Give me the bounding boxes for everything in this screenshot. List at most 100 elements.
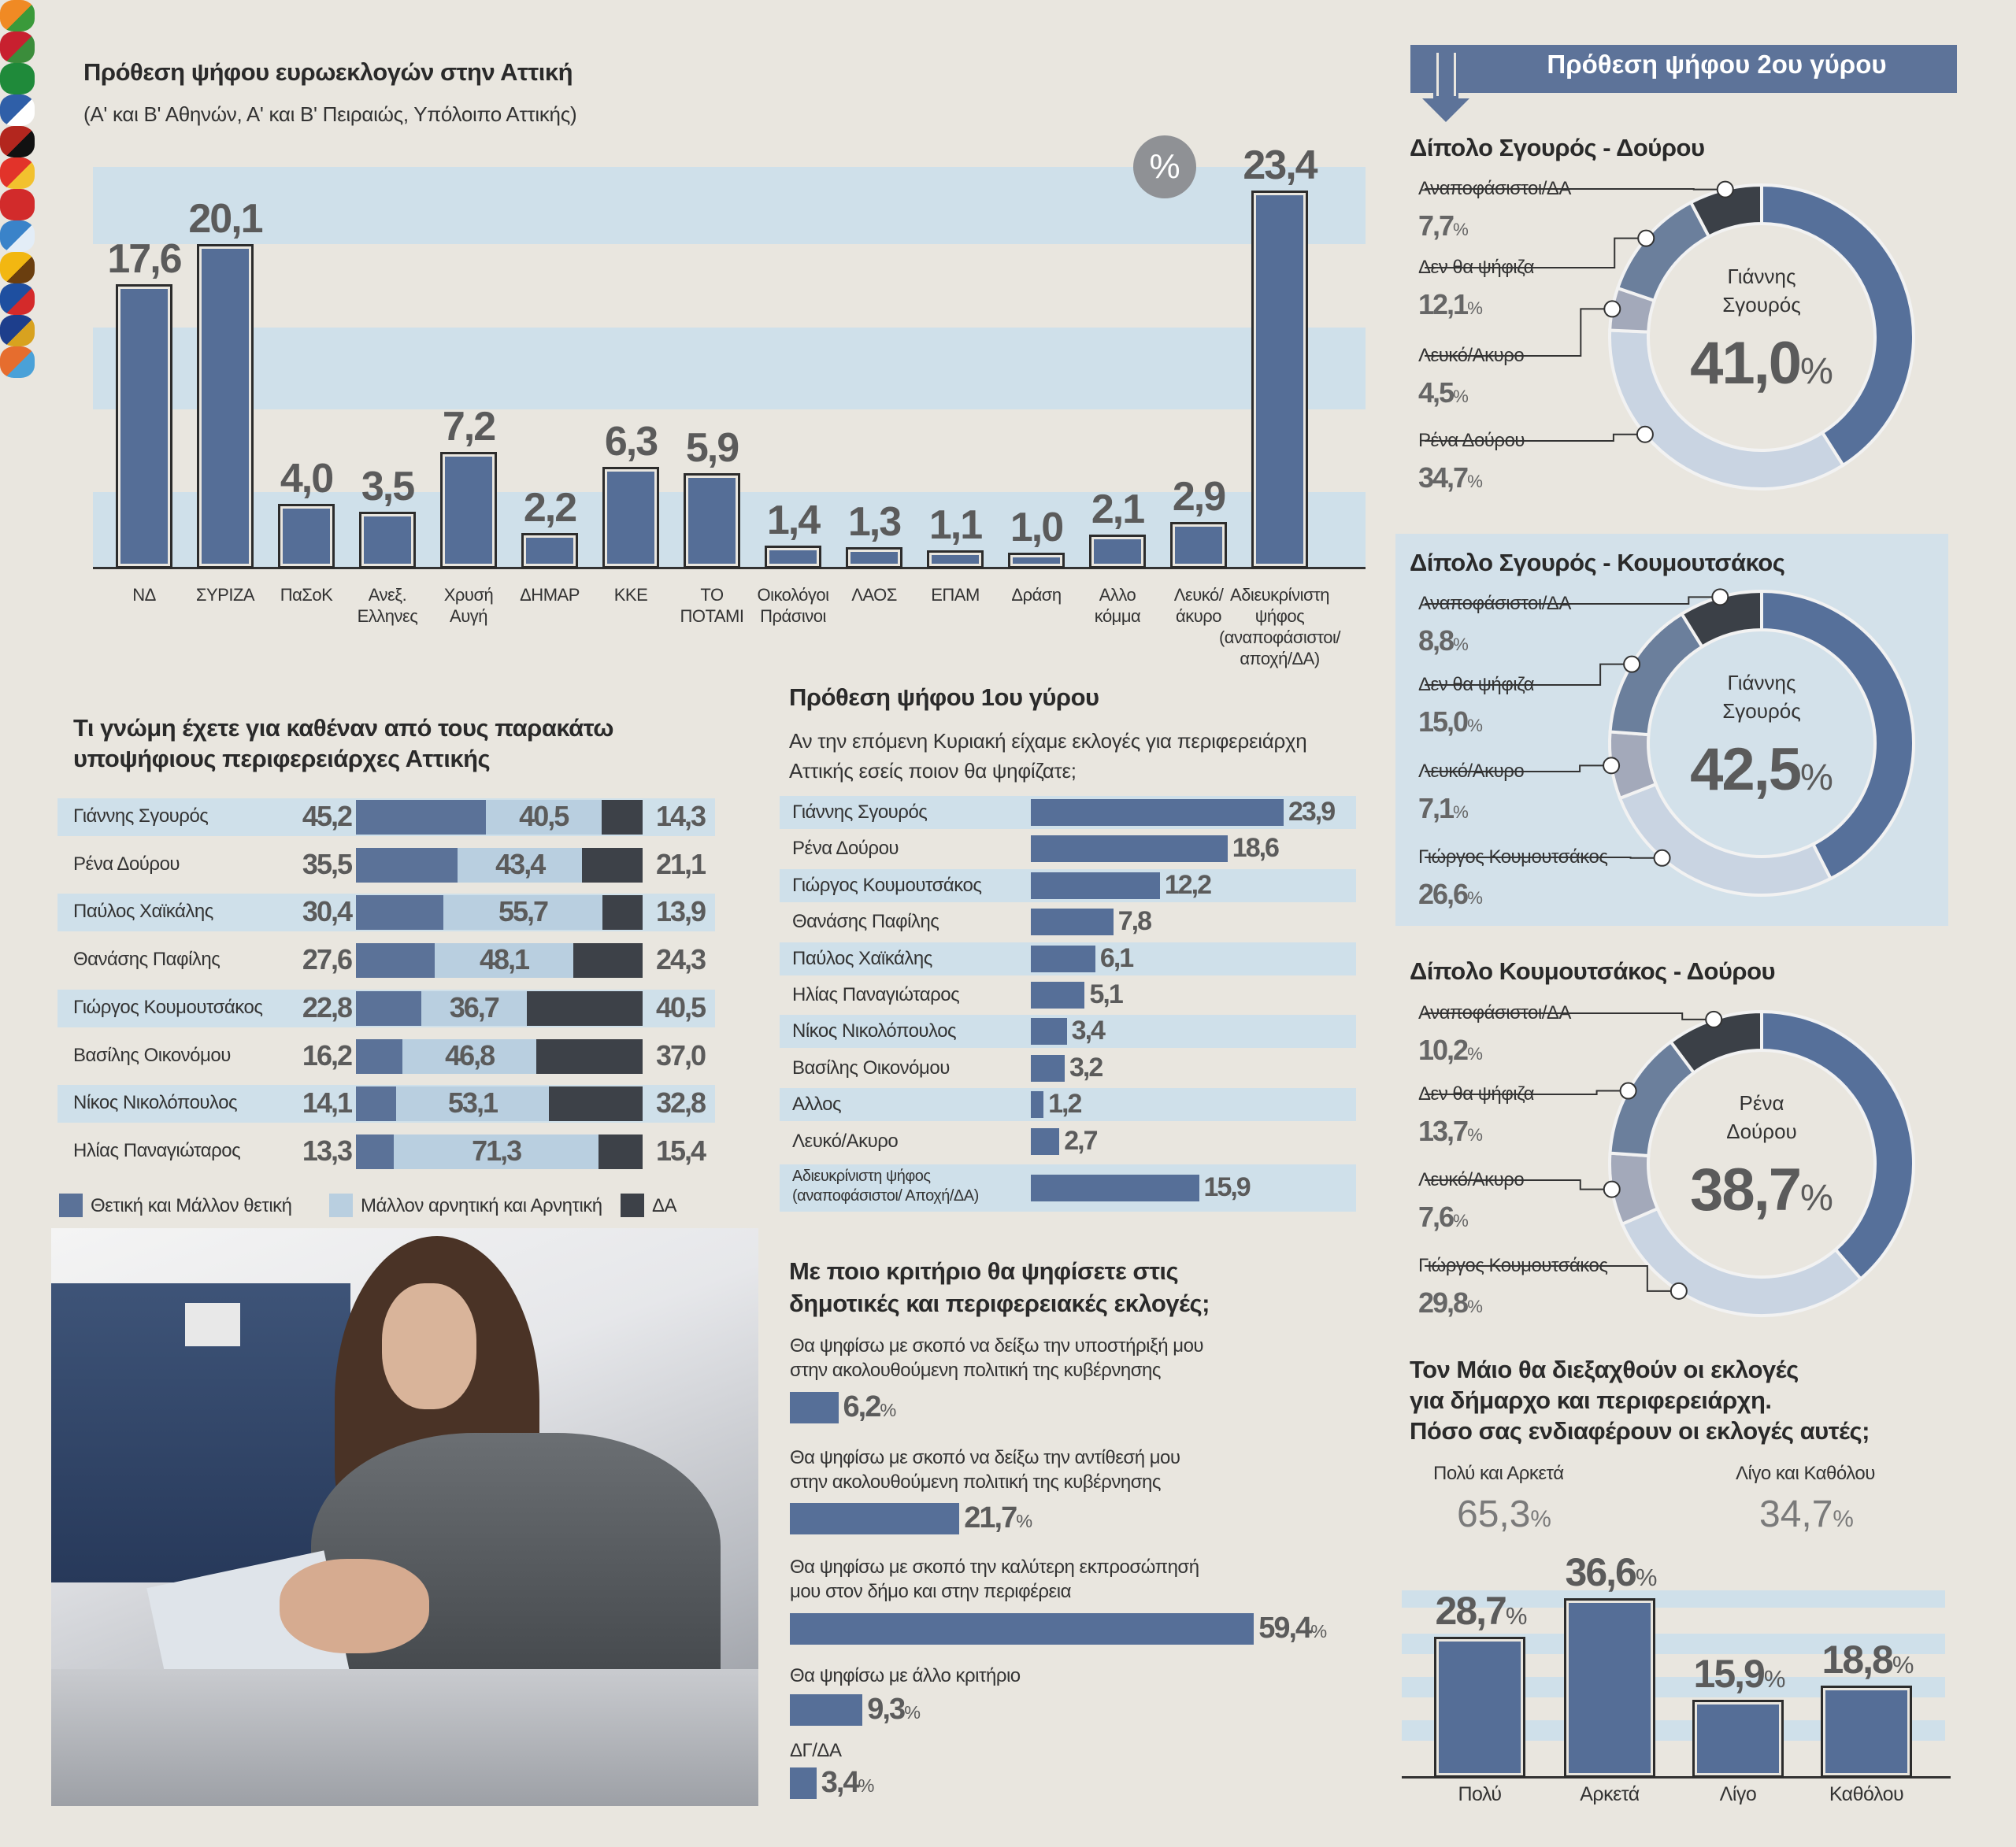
- leader-dot: [1603, 1180, 1621, 1198]
- candidate-name: Νίκος Νικολόπουλος: [792, 1020, 957, 1042]
- donut-slice: [1668, 1009, 1763, 1075]
- category-label: Χρυσή Αυγή: [443, 585, 494, 626]
- dont-know-value: 21,1: [656, 847, 706, 880]
- bar-value-label: 7,8: [1117, 906, 1152, 937]
- ecogreens-logo-icon: [0, 252, 35, 283]
- dont-know-value: 40,5: [656, 990, 706, 1023]
- bar-value-label: 6,2%: [843, 1390, 897, 1424]
- donut-center-value: 42,5%: [1671, 735, 1852, 804]
- candidate-name: Γιώργος Κουμουτσάκος: [792, 874, 982, 896]
- bar-value-label-value: 6,2: [843, 1390, 882, 1423]
- opinion-segment: [526, 990, 643, 1026]
- candidate-name: Θανάσης Παφίλης: [73, 949, 220, 971]
- anel-logo-icon: [0, 94, 35, 126]
- donut-title: Δίπολο Σγουρός - Κουμουτσάκος: [1410, 549, 1785, 576]
- donut-slice-value-value: 26,6: [1418, 878, 1469, 910]
- negative-value: 55,7: [498, 895, 549, 928]
- bar-value-label-value: 3,4: [821, 1766, 860, 1799]
- bar: [1031, 835, 1228, 863]
- bar-value-label: 23,9: [1288, 797, 1336, 827]
- opinion-segment: [536, 1038, 643, 1074]
- leader-dot: [1603, 300, 1621, 318]
- dont-know-value: 24,3: [656, 943, 706, 976]
- bar-value-label: 12,2: [1164, 869, 1212, 900]
- donut-slice-value: 7,7%: [1418, 209, 1469, 242]
- bar: [1564, 1597, 1655, 1778]
- dont-know-value: 37,0: [656, 1038, 706, 1072]
- percent-sign: %: [1467, 888, 1483, 908]
- bar-value-label: 23,4: [1243, 143, 1317, 189]
- donut-slice-value-value: 7,7: [1418, 209, 1455, 242]
- category-label: ΝΔ: [132, 585, 156, 605]
- bar: [1089, 534, 1146, 568]
- opinion-table-title: Τι γνώμη έχετε για καθέναν από τους παρα…: [73, 714, 613, 772]
- donut-slice-label: Λευκό/Ακυρο: [1418, 1169, 1525, 1190]
- opinion-segment: [598, 1134, 643, 1169]
- bar-value-label-value: 28,7: [1435, 1588, 1507, 1633]
- bar: [790, 1694, 863, 1726]
- gridband: [1402, 1590, 1945, 1608]
- bar-value-label: 36,6%: [1548, 1549, 1674, 1595]
- legend-label: Μάλλον αρνητική και Αρνητική: [361, 1195, 602, 1216]
- bar: [1821, 1685, 1912, 1778]
- criterion-title: Με ποιο κριτήριο θα ψηφίσετε στις δημοτι…: [789, 1257, 1210, 1317]
- leader-dot: [1636, 425, 1654, 443]
- bar-value-label: 5,1: [1089, 979, 1123, 1009]
- candidate-name: Παύλος Χαϊκάλης: [73, 901, 213, 923]
- opinion-segment: [356, 990, 421, 1026]
- percent-badge-text: %: [1149, 147, 1180, 186]
- percent-sign: %: [1892, 1650, 1914, 1679]
- bar-value-label: 5,9: [685, 425, 739, 472]
- positive-value: 13,3: [302, 1134, 353, 1167]
- candidate-name: Ρένα Δούρου: [792, 838, 899, 860]
- percent-sign: %: [1505, 1601, 1528, 1630]
- bar: [1434, 1636, 1525, 1778]
- bar-value-label-value: 9,3: [867, 1693, 906, 1726]
- euro-chart-subtitle: (Α' και Β' Αθηνών, Α' και Β' Πειραιώς, Υ…: [83, 102, 577, 126]
- golden-dawn-logo-icon: [0, 126, 35, 157]
- bar-value-label: 28,7%: [1418, 1588, 1544, 1634]
- drasi-logo-icon: [0, 346, 35, 378]
- percent-sign: %: [1467, 298, 1483, 318]
- opinion-segment: [421, 990, 527, 1026]
- leader-dot: [1619, 1082, 1637, 1100]
- bar: [359, 512, 416, 568]
- positive-value: 27,6: [302, 943, 353, 976]
- gridband: [93, 328, 1366, 409]
- bar: [1031, 1091, 1044, 1119]
- donut-slice-value-value: 12,1: [1418, 288, 1469, 320]
- bar-value-label: 17,6: [107, 236, 182, 283]
- legend-swatch: [59, 1194, 83, 1217]
- bar: [846, 547, 902, 568]
- donut-slice: [1688, 183, 1763, 239]
- candidate-name: Ρένα Δούρου: [73, 853, 180, 875]
- bar-value-label: 2,1: [1091, 486, 1145, 532]
- category-label: Αρκετά: [1580, 1783, 1640, 1805]
- category-label: Οικολόγοι Πράσινοι: [757, 585, 829, 626]
- euro-chart-title: Πρόθεση ψήφου ευρωεκλογών στην Αττική: [83, 58, 573, 86]
- bar: [790, 1503, 960, 1534]
- bar-value-label: 6,3: [604, 418, 658, 465]
- bar-value-label: 9,3%: [867, 1693, 921, 1727]
- donut-center-value: 41,0%: [1671, 329, 1852, 398]
- bar-value-label: 20,1: [188, 195, 263, 242]
- opinion-segment: [396, 1086, 549, 1122]
- donut-slice-value-value: 7,1: [1418, 792, 1455, 824]
- donut-title: Δίπολο Σγουρός - Δούρου: [1410, 134, 1705, 161]
- legend-swatch: [329, 1194, 353, 1217]
- donut-center-value-value: 42,5: [1690, 736, 1802, 803]
- epam-logo-icon: [0, 315, 35, 346]
- bar-value-label: 15,9: [1203, 1172, 1251, 1202]
- bar: [1031, 1175, 1199, 1201]
- pasok-logo-icon: [0, 63, 35, 94]
- bar-value-label: 18,6: [1232, 833, 1280, 864]
- percent-sign: %: [1763, 1664, 1786, 1693]
- percent-sign: %: [1800, 350, 1833, 391]
- candidate-name: Βασίλης Οικονόμου: [73, 1044, 231, 1066]
- group-total: 65,3%: [1457, 1493, 1551, 1536]
- opinion-segment: [602, 895, 643, 931]
- criterion-label: ΔΓ/ΔΑ: [790, 1740, 842, 1761]
- opinion-segment: [485, 800, 602, 835]
- ballot-box: [51, 1669, 758, 1806]
- donut-slice-value: 10,2%: [1418, 1034, 1483, 1067]
